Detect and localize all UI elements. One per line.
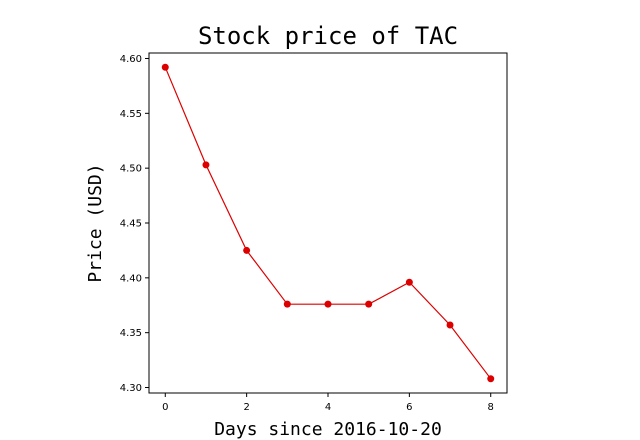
x-tick-label: 0 (162, 402, 168, 413)
x-axis-label: Days since 2016-10-20 (214, 419, 442, 440)
x-tick-label: 6 (406, 402, 412, 413)
y-ticks: 4.30 4.35 4.40 4.45 4.50 4.55 4.60 (120, 54, 149, 394)
data-point (487, 375, 495, 383)
x-tick-label: 4 (325, 402, 331, 413)
chart-title: Stock price of TAC (198, 22, 458, 50)
data-point (324, 300, 332, 308)
x-ticks: 0 2 4 6 8 (162, 393, 494, 413)
x-tick-label: 2 (243, 402, 249, 413)
data-point (202, 161, 210, 169)
y-tick-label: 4.35 (120, 328, 142, 339)
x-tick-label: 8 (488, 402, 494, 413)
y-tick-label: 4.55 (120, 109, 142, 120)
data-point (405, 278, 413, 286)
data-point (283, 300, 291, 308)
y-tick-label: 4.60 (120, 54, 142, 65)
data-point (161, 63, 169, 71)
data-point (365, 300, 373, 308)
y-tick-label: 4.50 (120, 164, 142, 175)
data-point (243, 246, 251, 254)
series-layer (161, 63, 495, 383)
series-line (164, 67, 492, 380)
plot-frame (148, 52, 508, 394)
y-axis-label: Price (USD) (85, 163, 106, 282)
data-point (446, 321, 454, 329)
y-tick-label: 4.40 (120, 273, 142, 284)
y-tick-label: 4.30 (120, 383, 142, 394)
y-tick-label: 4.45 (120, 219, 142, 230)
